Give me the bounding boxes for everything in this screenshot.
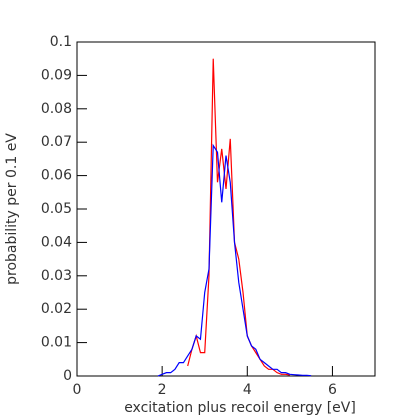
y-tick-label: 0.05: [41, 201, 72, 217]
plot-frame: [76, 41, 376, 377]
y-tick-label: 0.07: [41, 134, 72, 150]
x-tick-label: 0: [73, 382, 82, 398]
y-tick-label: 0.04: [41, 234, 72, 250]
y-tick-label: 0.01: [41, 335, 72, 351]
y-tick-label: 0.09: [41, 67, 72, 83]
y-tick-label: 0.03: [41, 268, 72, 284]
series-line: [187, 58, 290, 376]
y-tick-label: 0.02: [41, 301, 72, 317]
y-tick-label: 0.1: [50, 34, 72, 50]
series-line: [157, 143, 312, 377]
y-tick-label: 0.06: [41, 168, 72, 184]
x-tick-label: 4: [243, 382, 252, 398]
y-tick-label: 0.08: [41, 101, 72, 117]
y-axis-label: probability per 0.1 eV: [4, 133, 20, 285]
x-tick-label: 6: [328, 382, 337, 398]
x-tick-label: 2: [158, 382, 167, 398]
x-axis-label: excitation plus recoil energy [eV]: [124, 400, 356, 416]
y-tick-label: 0: [63, 368, 72, 384]
